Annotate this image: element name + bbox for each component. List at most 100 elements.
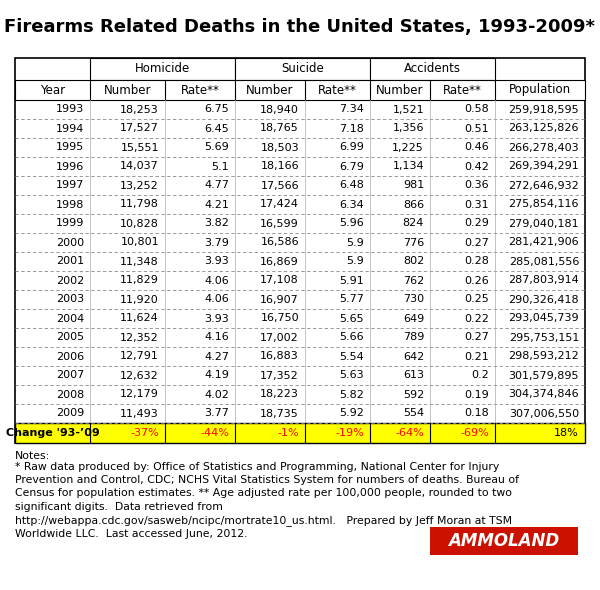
Text: AMMOLAND: AMMOLAND bbox=[448, 532, 560, 550]
Text: 4.77: 4.77 bbox=[204, 181, 229, 191]
Text: 1994: 1994 bbox=[56, 123, 84, 133]
Text: 3.93: 3.93 bbox=[204, 257, 229, 267]
Text: 0.28: 0.28 bbox=[464, 257, 489, 267]
Text: 6.99: 6.99 bbox=[339, 143, 364, 152]
Text: 18,503: 18,503 bbox=[260, 143, 299, 152]
Text: 259,918,595: 259,918,595 bbox=[508, 104, 579, 114]
Text: 16,586: 16,586 bbox=[260, 238, 299, 247]
Text: Number: Number bbox=[104, 84, 151, 97]
Text: 298,593,212: 298,593,212 bbox=[508, 352, 579, 362]
Text: 1993: 1993 bbox=[56, 104, 84, 114]
Text: 6.79: 6.79 bbox=[339, 162, 364, 172]
Text: 4.02: 4.02 bbox=[204, 389, 229, 399]
Text: 12,352: 12,352 bbox=[120, 333, 159, 343]
Text: 18,940: 18,940 bbox=[260, 104, 299, 114]
Text: 5.92: 5.92 bbox=[339, 408, 364, 418]
Text: 5.54: 5.54 bbox=[339, 352, 364, 362]
Text: 1,356: 1,356 bbox=[392, 123, 424, 133]
Text: 287,803,914: 287,803,914 bbox=[508, 276, 579, 286]
Text: 4.19: 4.19 bbox=[204, 371, 229, 381]
Text: 16,869: 16,869 bbox=[260, 257, 299, 267]
Text: 11,493: 11,493 bbox=[120, 408, 159, 418]
Text: 592: 592 bbox=[403, 389, 424, 399]
Text: 17,566: 17,566 bbox=[260, 181, 299, 191]
Text: 5.69: 5.69 bbox=[204, 143, 229, 152]
Text: 2005: 2005 bbox=[56, 333, 84, 343]
Text: 0.26: 0.26 bbox=[464, 276, 489, 286]
Text: 2008: 2008 bbox=[56, 389, 84, 399]
Text: Change '93-’09: Change '93-’09 bbox=[5, 428, 100, 438]
Text: 5.96: 5.96 bbox=[339, 218, 364, 228]
Text: 5.66: 5.66 bbox=[340, 333, 364, 343]
Text: -1%: -1% bbox=[277, 428, 299, 438]
Text: 5.77: 5.77 bbox=[339, 294, 364, 304]
Bar bbox=[15, 80, 585, 100]
Text: 18,765: 18,765 bbox=[260, 123, 299, 133]
Text: 0.51: 0.51 bbox=[464, 123, 489, 133]
Text: 5.65: 5.65 bbox=[340, 313, 364, 323]
Text: 776: 776 bbox=[403, 238, 424, 247]
Text: Population: Population bbox=[509, 84, 571, 97]
Text: 11,624: 11,624 bbox=[120, 313, 159, 323]
Text: 554: 554 bbox=[403, 408, 424, 418]
Bar bbox=[15, 58, 585, 443]
Text: 0.27: 0.27 bbox=[464, 333, 489, 343]
Text: 12,179: 12,179 bbox=[120, 389, 159, 399]
Text: 802: 802 bbox=[403, 257, 424, 267]
Bar bbox=[430, 527, 578, 555]
Text: 789: 789 bbox=[403, 333, 424, 343]
Text: 0.2: 0.2 bbox=[471, 371, 489, 381]
Text: 7.18: 7.18 bbox=[339, 123, 364, 133]
Text: 17,108: 17,108 bbox=[260, 276, 299, 286]
Text: Number: Number bbox=[376, 84, 424, 97]
Text: 269,394,291: 269,394,291 bbox=[508, 162, 579, 172]
Text: 301,579,895: 301,579,895 bbox=[509, 371, 579, 381]
Text: 3.93: 3.93 bbox=[204, 313, 229, 323]
Text: 263,125,826: 263,125,826 bbox=[509, 123, 579, 133]
Text: 2003: 2003 bbox=[56, 294, 84, 304]
Text: 2002: 2002 bbox=[56, 276, 84, 286]
Text: Suicide: Suicide bbox=[281, 63, 324, 76]
Text: 0.21: 0.21 bbox=[464, 352, 489, 362]
Text: 2004: 2004 bbox=[56, 313, 84, 323]
Text: Rate**: Rate** bbox=[443, 84, 482, 97]
Text: -19%: -19% bbox=[335, 428, 364, 438]
Text: 0.31: 0.31 bbox=[464, 199, 489, 209]
Text: 5.91: 5.91 bbox=[339, 276, 364, 286]
Text: 0.42: 0.42 bbox=[464, 162, 489, 172]
Text: 0.25: 0.25 bbox=[464, 294, 489, 304]
Text: 1996: 1996 bbox=[56, 162, 84, 172]
Text: 0.19: 0.19 bbox=[464, 389, 489, 399]
Text: 730: 730 bbox=[403, 294, 424, 304]
Text: 0.22: 0.22 bbox=[464, 313, 489, 323]
Text: 0.29: 0.29 bbox=[464, 218, 489, 228]
Text: 18,253: 18,253 bbox=[120, 104, 159, 114]
Text: 1997: 1997 bbox=[56, 181, 84, 191]
Text: 18,735: 18,735 bbox=[260, 408, 299, 418]
Text: 1995: 1995 bbox=[56, 143, 84, 152]
Text: 16,750: 16,750 bbox=[260, 313, 299, 323]
Text: 16,883: 16,883 bbox=[260, 352, 299, 362]
Text: 5.63: 5.63 bbox=[340, 371, 364, 381]
Text: 7.34: 7.34 bbox=[339, 104, 364, 114]
Text: 6.48: 6.48 bbox=[339, 181, 364, 191]
Text: 290,326,418: 290,326,418 bbox=[508, 294, 579, 304]
Text: 17,002: 17,002 bbox=[260, 333, 299, 343]
Text: 6.34: 6.34 bbox=[339, 199, 364, 209]
Text: 12,791: 12,791 bbox=[120, 352, 159, 362]
Text: 5.9: 5.9 bbox=[346, 257, 364, 267]
Text: 12,632: 12,632 bbox=[120, 371, 159, 381]
Text: 16,907: 16,907 bbox=[260, 294, 299, 304]
Text: Rate**: Rate** bbox=[318, 84, 357, 97]
Text: 762: 762 bbox=[403, 276, 424, 286]
Text: 13,252: 13,252 bbox=[120, 181, 159, 191]
Text: -44%: -44% bbox=[200, 428, 229, 438]
Text: 866: 866 bbox=[403, 199, 424, 209]
Text: 11,920: 11,920 bbox=[120, 294, 159, 304]
Text: 1999: 1999 bbox=[56, 218, 84, 228]
Text: Firearms Related Deaths in the United States, 1993-2009*: Firearms Related Deaths in the United St… bbox=[5, 18, 595, 36]
Text: 279,040,181: 279,040,181 bbox=[508, 218, 579, 228]
Text: Accidents: Accidents bbox=[404, 63, 461, 76]
Text: 5.1: 5.1 bbox=[211, 162, 229, 172]
Text: Notes:: Notes: bbox=[15, 451, 50, 461]
